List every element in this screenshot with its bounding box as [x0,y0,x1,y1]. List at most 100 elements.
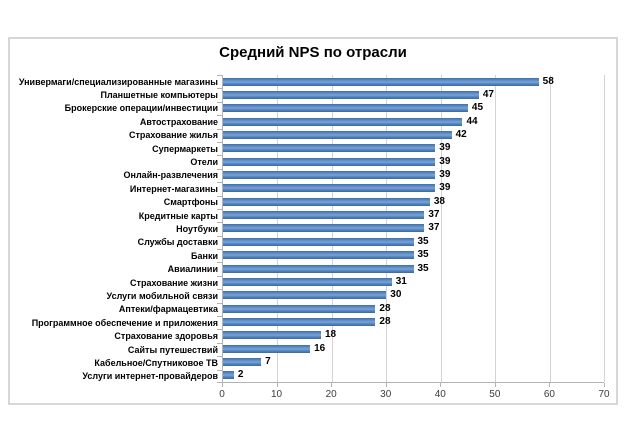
bar-value-label: 28 [379,302,391,314]
gridline [495,75,497,382]
x-tick-mark [385,383,387,387]
bar [223,331,321,340]
y-tick-mark [217,115,222,117]
bar-row: 35 [223,262,604,275]
bar-row: 39 [223,168,604,181]
bar-value-label: 35 [417,235,429,247]
bar [223,184,436,193]
bar-value-label: 16 [314,342,326,354]
bar [223,131,452,140]
y-tick-mark [217,155,222,157]
x-tick-label: 40 [434,389,446,400]
y-tick-mark [217,342,222,344]
bar [223,157,436,166]
bar [223,291,387,300]
x-tick-label: 30 [380,389,392,400]
category-label: Кредитные карты [138,210,218,221]
bar-row: 35 [223,235,604,248]
category-label: Отели [190,157,218,168]
bar-row: 16 [223,342,604,355]
bar-row: 28 [223,302,604,315]
y-tick-mark [217,262,222,264]
bar [223,171,436,180]
nps-bar-chart: Средний NPS по отрасли Универмаги/специа… [8,37,618,405]
category-label: Страхование жилья [129,130,218,141]
category-label: Услуги интернет-провайдеров [82,371,218,382]
y-tick-mark [217,128,222,130]
bar-row: 58 [223,75,604,88]
bar [223,104,468,113]
category-label: Аптеки/фармацевтика [118,304,218,315]
category-label: Автострахование [139,116,218,127]
bar-row: 28 [223,315,604,328]
bar-value-label: 39 [439,142,451,154]
category-axis-labels: Универмаги/специализированные магазины Пл… [12,75,218,383]
category-label: Авиалинии [167,264,218,275]
bar-row: 30 [223,289,604,302]
bar-row: 37 [223,222,604,235]
x-tick-mark [276,383,278,387]
bar [223,251,414,260]
bar [223,357,262,366]
bar-value-label: 35 [417,249,429,261]
bar [223,77,539,86]
x-tick-label: 0 [219,389,225,400]
y-tick-mark [217,356,222,358]
x-tick-mark [222,383,223,387]
bar-row: 39 [223,155,604,168]
y-tick-mark [217,289,222,291]
bar-value-label: 39 [439,155,451,167]
category-label: Планшетные компьютеры [100,90,218,101]
bar-row: 42 [223,128,604,141]
bar-row: 45 [223,102,604,115]
bar [223,237,414,246]
x-tick-label: 70 [598,389,610,400]
y-tick-mark [217,101,222,103]
bar-value-label: 7 [265,355,271,367]
y-tick-mark [217,182,222,184]
category-axis-ticks [217,75,222,383]
bar-row: 37 [223,208,604,221]
x-tick-mark [494,383,496,387]
bar [223,277,392,286]
y-tick-mark [217,275,222,277]
bar [223,211,425,220]
gridline [440,75,442,382]
x-tick-label: 50 [489,389,501,400]
bar-row: 39 [223,182,604,195]
bar-value-label: 35 [417,262,429,274]
plot-area: 58 47 45 44 42 39 39 39 39 38 37 37 35 35 35 31 30 28 28 18… [222,75,605,383]
category-label: Кабельное/Спутниковое ТВ [94,357,218,368]
bar-row: 35 [223,249,604,262]
category-label: Страхование жизни [130,277,218,288]
bar-row: 18 [223,329,604,342]
y-tick-mark [217,88,222,90]
x-tick-mark [440,383,442,387]
bar-value-label: 47 [482,89,494,101]
y-tick-mark [217,249,222,251]
x-tick-mark [331,383,333,387]
bar [223,117,463,126]
bar-value-label: 2 [237,369,244,381]
y-tick-mark [217,168,222,170]
value-axis-ticks [222,383,605,387]
x-tick-label: 10 [271,389,283,400]
bar-value-label: 42 [455,129,467,141]
value-axis-labels: 0 10 20 30 40 50 60 70 [219,389,609,402]
y-tick-mark [217,316,222,318]
bar [223,91,479,100]
bar-value-label: 44 [466,115,478,127]
category-label: Супермаркеты [152,143,218,154]
bar-value-label: 39 [439,169,451,181]
y-tick-mark [217,329,222,331]
category-label: Банки [191,250,218,261]
bar-value-label: 28 [379,315,391,327]
y-tick-mark [217,382,222,383]
category-label: Ноутбуки [176,223,218,234]
bar-value-label: 38 [433,195,445,207]
bar [223,224,425,233]
bar-series: 58 47 45 44 42 39 39 39 39 38 37 37 35 35 35 31 30 28 28 18… [223,75,604,382]
bar-value-label: 58 [542,75,554,87]
bar-row: 2 [223,369,604,382]
bar-row: 44 [223,115,604,128]
